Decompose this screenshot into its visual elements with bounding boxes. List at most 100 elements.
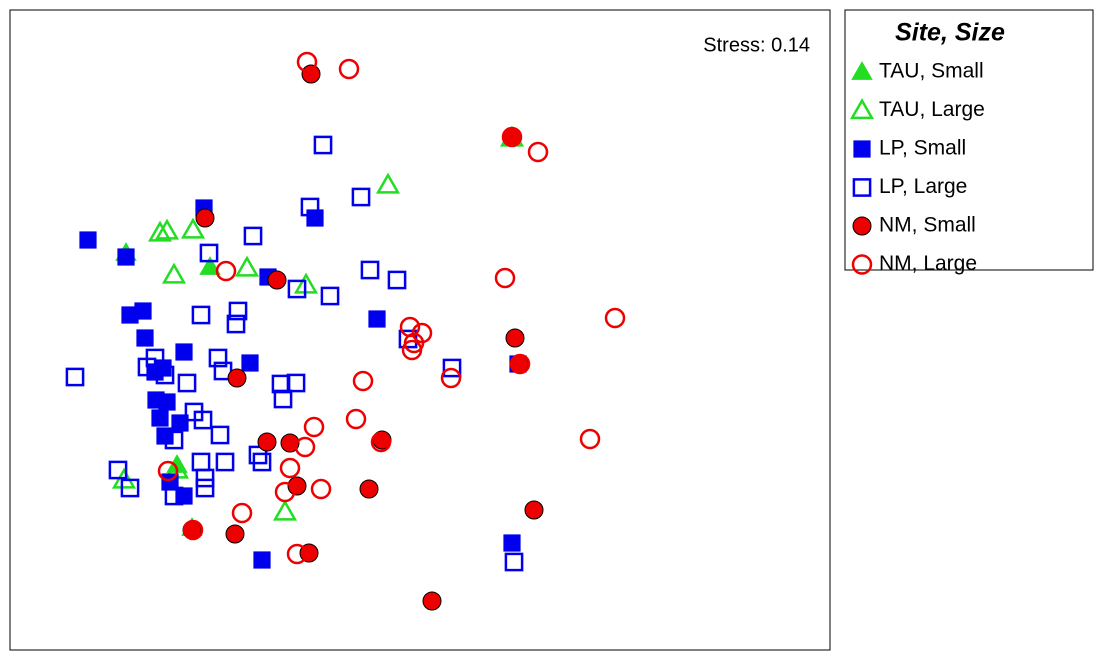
point bbox=[273, 389, 293, 409]
point bbox=[225, 524, 245, 544]
point bbox=[257, 432, 277, 452]
point bbox=[252, 452, 272, 472]
point bbox=[352, 370, 374, 392]
point bbox=[193, 410, 213, 430]
point bbox=[161, 262, 187, 284]
point bbox=[279, 457, 301, 479]
legend-label: TAU, Large bbox=[879, 98, 985, 121]
point bbox=[370, 431, 392, 453]
point bbox=[368, 310, 386, 328]
point bbox=[182, 519, 204, 541]
point bbox=[320, 286, 340, 306]
point bbox=[286, 543, 308, 565]
point bbox=[360, 260, 380, 280]
point bbox=[267, 270, 287, 290]
point bbox=[303, 416, 325, 438]
point bbox=[145, 348, 165, 368]
point bbox=[310, 478, 332, 500]
point bbox=[120, 478, 140, 498]
point bbox=[157, 460, 179, 482]
point bbox=[158, 393, 176, 411]
point bbox=[494, 267, 516, 289]
point bbox=[579, 428, 601, 450]
point bbox=[401, 339, 423, 361]
point bbox=[274, 481, 296, 503]
point bbox=[524, 500, 544, 520]
point bbox=[504, 552, 524, 572]
point bbox=[191, 452, 211, 472]
point bbox=[359, 479, 379, 499]
point bbox=[345, 408, 367, 430]
point bbox=[164, 486, 184, 506]
point bbox=[79, 231, 97, 249]
point bbox=[175, 487, 193, 505]
point bbox=[180, 217, 206, 239]
point bbox=[442, 358, 462, 378]
point bbox=[440, 367, 462, 389]
legend-symbol bbox=[852, 216, 872, 236]
point bbox=[155, 365, 175, 385]
point bbox=[195, 208, 215, 228]
point bbox=[195, 468, 215, 488]
legend-symbol bbox=[851, 61, 873, 80]
point bbox=[387, 270, 407, 290]
point bbox=[215, 452, 235, 472]
point bbox=[604, 307, 626, 329]
point bbox=[296, 51, 318, 73]
point bbox=[227, 368, 247, 388]
point bbox=[136, 329, 154, 347]
point bbox=[280, 433, 300, 453]
point bbox=[164, 430, 184, 450]
legend-symbol bbox=[852, 178, 872, 197]
point bbox=[234, 255, 260, 277]
point bbox=[154, 218, 180, 240]
legend-symbol bbox=[849, 98, 875, 120]
point bbox=[147, 220, 173, 242]
point bbox=[509, 353, 531, 375]
plot-frame bbox=[9, 9, 831, 651]
point bbox=[199, 256, 221, 275]
point bbox=[215, 260, 237, 282]
point bbox=[287, 279, 307, 299]
point bbox=[195, 478, 215, 498]
point bbox=[501, 126, 523, 148]
point bbox=[228, 301, 248, 321]
legend-title: Site, Size bbox=[895, 19, 1005, 47]
point bbox=[422, 591, 442, 611]
point bbox=[286, 373, 306, 393]
point bbox=[108, 460, 128, 480]
point bbox=[241, 354, 259, 372]
point bbox=[300, 197, 320, 217]
point bbox=[301, 64, 321, 84]
point bbox=[134, 302, 152, 320]
legend-frame bbox=[844, 9, 1094, 271]
legend-label: LP, Large bbox=[879, 175, 967, 198]
point bbox=[527, 141, 549, 163]
point bbox=[351, 187, 371, 207]
point bbox=[272, 499, 298, 521]
point bbox=[210, 425, 230, 445]
legend-label: NM, Large bbox=[879, 252, 977, 275]
point bbox=[191, 305, 211, 325]
legend-label: TAU, Small bbox=[879, 60, 984, 83]
point bbox=[117, 248, 135, 266]
point bbox=[199, 243, 219, 263]
legend-label: LP, Small bbox=[879, 137, 966, 160]
point bbox=[505, 328, 525, 348]
point bbox=[243, 226, 263, 246]
legend-symbol bbox=[851, 254, 873, 275]
point bbox=[177, 373, 197, 393]
point bbox=[287, 476, 307, 496]
point bbox=[253, 551, 271, 569]
point bbox=[208, 348, 228, 368]
point bbox=[226, 314, 246, 334]
stress-annotation: Stress: 0.14 bbox=[703, 34, 810, 56]
point bbox=[306, 209, 324, 227]
point bbox=[338, 58, 360, 80]
point bbox=[151, 409, 169, 427]
point bbox=[175, 343, 193, 361]
legend-label: NM, Small bbox=[879, 214, 976, 237]
point bbox=[231, 502, 253, 524]
